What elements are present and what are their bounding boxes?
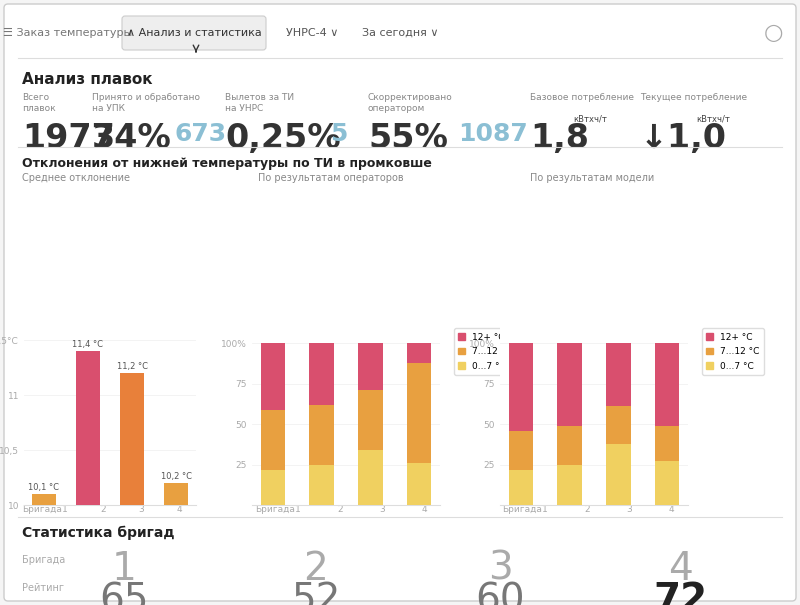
Text: За сегодня ∨: За сегодня ∨ [362, 28, 438, 38]
Text: Скорректировано
оператором: Скорректировано оператором [368, 93, 453, 113]
Bar [655, 343, 679, 426]
Text: 3: 3 [626, 505, 632, 514]
Text: 4: 4 [421, 505, 427, 514]
Bar [310, 405, 334, 465]
Bar [358, 390, 382, 450]
Text: ○: ○ [763, 23, 782, 43]
Text: 55%: 55% [368, 122, 448, 155]
Text: Текущее потребление: Текущее потребление [640, 93, 747, 102]
Bar [358, 450, 382, 505]
Text: 3: 3 [379, 505, 385, 514]
Bar [509, 343, 533, 431]
Text: Рейтинг: Рейтинг [22, 583, 64, 593]
Text: 1: 1 [111, 550, 137, 588]
Bar [509, 431, 533, 469]
Text: 65: 65 [99, 581, 149, 605]
Bar [76, 351, 100, 605]
Text: По результатам операторов: По результатам операторов [258, 173, 404, 183]
Text: ∧ Анализ и статистика: ∧ Анализ и статистика [126, 28, 262, 38]
Bar [310, 343, 334, 405]
Text: Бригада: Бригада [502, 505, 542, 514]
Text: Бригада: Бригада [255, 505, 295, 514]
Text: Базовое потребление: Базовое потребление [530, 93, 634, 102]
Text: Бригада: Бригада [22, 505, 62, 514]
Text: 5: 5 [330, 122, 347, 146]
Bar [407, 362, 431, 463]
Text: Анализ плавок: Анализ плавок [22, 72, 153, 87]
Text: 3: 3 [488, 550, 512, 588]
Text: 1,8: 1,8 [530, 122, 589, 155]
Bar [606, 443, 630, 505]
Bar [261, 469, 285, 505]
Bar [606, 343, 630, 407]
Text: Бригада: Бригада [22, 555, 66, 565]
Bar [120, 373, 144, 605]
Text: Среднее отклонение: Среднее отклонение [22, 173, 130, 183]
Text: кВтхч/т: кВтхч/т [573, 115, 607, 124]
Text: 1087: 1087 [458, 122, 528, 146]
Text: Всего
плавок: Всего плавок [22, 93, 56, 113]
Text: УНРС-4 ∨: УНРС-4 ∨ [286, 28, 338, 38]
Text: 10,1 °С: 10,1 °С [29, 483, 59, 492]
Text: 0,25%: 0,25% [225, 122, 341, 155]
Bar [32, 494, 56, 605]
Bar [407, 463, 431, 505]
Text: 4: 4 [176, 505, 182, 514]
Text: 1: 1 [542, 505, 548, 514]
Text: 3: 3 [138, 505, 144, 514]
Bar [655, 426, 679, 462]
Bar [261, 410, 285, 469]
FancyBboxPatch shape [4, 4, 796, 601]
Text: 34%: 34% [92, 122, 172, 155]
Bar [558, 465, 582, 505]
Text: 2: 2 [304, 550, 328, 588]
Text: 2: 2 [100, 505, 106, 514]
Text: 52: 52 [291, 581, 341, 605]
Bar [164, 483, 188, 605]
Text: 11,4 °С: 11,4 °С [73, 340, 103, 349]
Bar [558, 426, 582, 465]
Text: 2: 2 [584, 505, 590, 514]
Text: 10,2 °С: 10,2 °С [161, 472, 191, 481]
Text: кВтхч/т: кВтхч/т [696, 115, 730, 124]
Legend: 12+ °С, 7...12 °С, 0...7 °С: 12+ °С, 7...12 °С, 0...7 °С [454, 328, 516, 375]
Text: 1: 1 [295, 505, 301, 514]
Bar [558, 343, 582, 426]
Bar [407, 343, 431, 362]
FancyBboxPatch shape [122, 16, 266, 50]
Text: Вылетов за ТИ
на УНРС: Вылетов за ТИ на УНРС [225, 93, 294, 113]
Bar [310, 465, 334, 505]
Bar [606, 407, 630, 443]
Text: 673: 673 [175, 122, 227, 146]
Text: 4: 4 [668, 550, 692, 588]
Text: ↓1,0: ↓1,0 [640, 122, 727, 155]
Bar [261, 343, 285, 410]
Text: 1: 1 [62, 505, 68, 514]
Text: Статистика бригад: Статистика бригад [22, 526, 174, 540]
Text: По результатам модели: По результатам модели [530, 173, 654, 183]
Legend: 12+ °С, 7...12 °С, 0...7 °С: 12+ °С, 7...12 °С, 0...7 °С [702, 328, 764, 375]
Text: 72: 72 [653, 581, 707, 605]
Text: Принято и обработано
на УПК: Принято и обработано на УПК [92, 93, 200, 113]
Text: Отклонения от нижней температуры по ТИ в промковше: Отклонения от нижней температуры по ТИ в… [22, 157, 432, 170]
Text: 4: 4 [668, 505, 674, 514]
Text: 60: 60 [475, 581, 525, 605]
Bar [358, 343, 382, 390]
Text: 11,2 °С: 11,2 °С [117, 362, 147, 371]
Text: 2: 2 [337, 505, 343, 514]
Bar [509, 469, 533, 505]
Text: ☰ Заказ температуры: ☰ Заказ температуры [3, 28, 133, 38]
Text: 1977: 1977 [22, 122, 115, 155]
Bar [655, 462, 679, 505]
